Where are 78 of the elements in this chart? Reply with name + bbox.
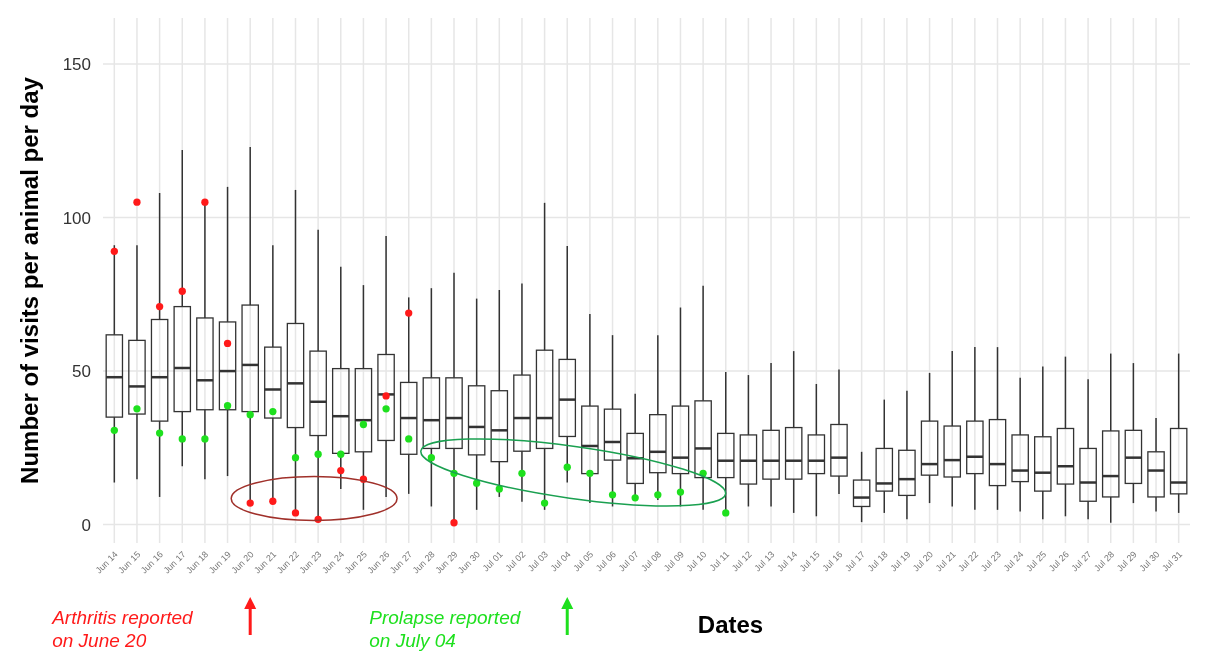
point	[178, 287, 186, 295]
point	[291, 454, 300, 462]
x-tick-label: Jul 22	[956, 549, 981, 574]
x-tick-label: Jul 15	[797, 549, 822, 574]
y-tick-label: 150	[62, 55, 91, 74]
point	[586, 469, 594, 477]
x-tick-label: Jul 25	[1024, 549, 1049, 574]
x-tick-label: Jul 26	[1046, 549, 1071, 574]
point	[201, 435, 209, 443]
point	[518, 469, 526, 477]
point	[246, 411, 254, 419]
point	[337, 466, 345, 475]
text: Prolapse reported on July 04	[369, 607, 522, 651]
x-tick-label: Jul 16	[820, 549, 845, 574]
point	[382, 405, 390, 413]
point	[314, 450, 322, 458]
point	[405, 309, 413, 317]
point	[540, 499, 549, 507]
point	[223, 402, 232, 410]
point	[563, 463, 571, 471]
x-tick-label: Jul 01	[480, 549, 505, 574]
point	[291, 509, 300, 517]
x-tick-label: Jul 06	[593, 549, 618, 574]
x-tick-label: Jul 24	[1001, 549, 1026, 574]
x-tick-label: Jul 02	[503, 549, 528, 574]
point	[337, 450, 345, 458]
x-tick-label: Jul 31	[1160, 549, 1185, 574]
x-tick-label: Jul 11	[707, 549, 732, 573]
x-tick-label: Jul 09	[661, 549, 686, 574]
x-tick-label: Jul 17	[842, 549, 868, 574]
point	[654, 491, 662, 499]
y-axis-title: Number of visits per animal per day	[16, 76, 43, 484]
x-tick-label: Jul 03	[525, 549, 551, 574]
x-tick-label: Jul 08	[639, 549, 664, 574]
x-tick-label: Jul 07	[616, 549, 641, 574]
x-tick-label: Jul 27	[1069, 549, 1094, 574]
point	[427, 454, 436, 462]
point	[223, 339, 232, 348]
point	[178, 435, 186, 443]
x-tick-label: Jul 28	[1092, 549, 1117, 574]
point	[269, 407, 277, 416]
point	[201, 198, 209, 206]
text: Arthritis reported on June 20	[51, 607, 195, 651]
y-tick-label: 0	[81, 515, 91, 535]
point	[110, 426, 118, 434]
point	[382, 392, 390, 400]
point	[676, 488, 685, 496]
point	[246, 499, 254, 507]
x-tick-label: Jul 20	[910, 549, 935, 574]
point	[155, 429, 164, 437]
point	[110, 247, 118, 255]
point	[608, 491, 617, 499]
x-tick-label: Jul 13	[752, 549, 777, 574]
y-tick-label: 100	[62, 208, 91, 228]
point	[450, 519, 458, 527]
point	[269, 497, 277, 505]
x-tick-label: Jul 10	[684, 549, 709, 574]
point	[155, 302, 164, 311]
x-axis-title: Dates	[697, 611, 764, 638]
x-tick-label: Jul 18	[865, 549, 890, 574]
point	[359, 420, 368, 429]
point	[133, 405, 141, 413]
x-tick-label: Jun 18	[184, 549, 211, 576]
y-tick-label: 50	[72, 362, 91, 382]
x-tick-label: Jul 05	[571, 549, 596, 574]
point	[133, 198, 141, 206]
point	[631, 494, 639, 502]
x-tick-label: Jul 30	[1137, 549, 1162, 574]
x-tick-label: Jul 12	[729, 549, 754, 574]
point	[495, 485, 503, 493]
point	[405, 435, 413, 443]
x-tick-label: Jul 23	[978, 549, 1003, 574]
x-tick-label: Jul 14	[775, 549, 800, 574]
x-tick-label: Jul 19	[888, 549, 913, 574]
x-tick-label: Jul 04	[548, 549, 573, 574]
x-tick-label: Jul 21	[933, 549, 958, 574]
point	[722, 509, 730, 517]
x-tick-label: Jul 29	[1114, 549, 1139, 574]
